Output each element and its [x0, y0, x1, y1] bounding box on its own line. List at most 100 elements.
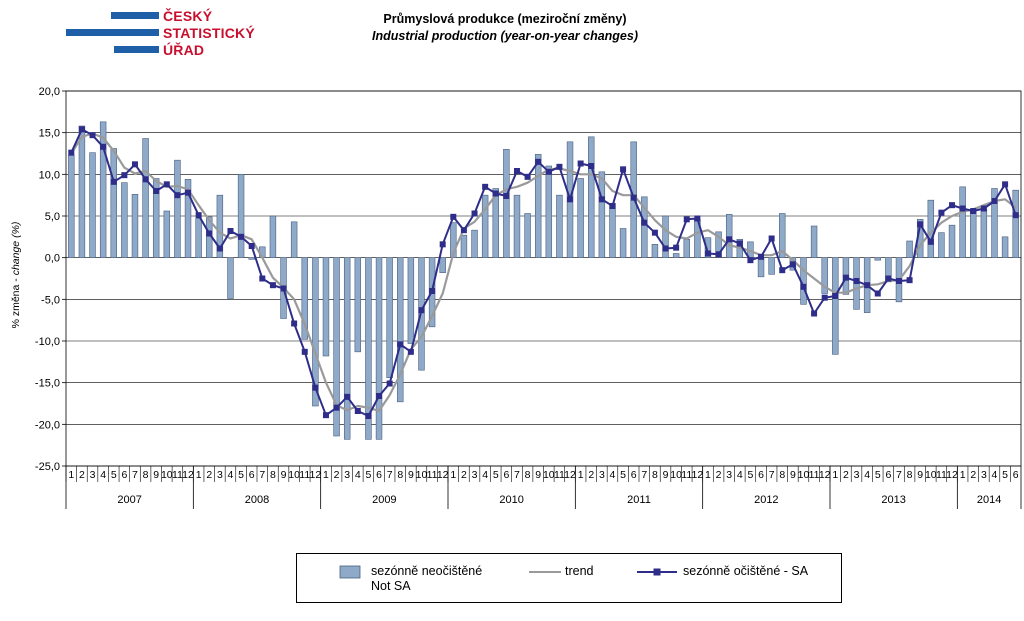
bar [471, 229, 478, 258]
bar [301, 257, 308, 340]
sa-point [206, 230, 213, 237]
bar [513, 194, 521, 258]
bar [237, 174, 245, 258]
bar [619, 228, 627, 258]
legend: sezónně neočištěné Not SA trend sezónně … [296, 553, 842, 603]
month-tick-label: 7 [641, 469, 647, 481]
bar [216, 194, 224, 258]
month-tick-label: 4 [482, 469, 488, 481]
legend-label-sa: sezónně očištěné - SA [683, 564, 809, 578]
bar [312, 257, 319, 407]
sa-point [864, 282, 871, 289]
bar [290, 221, 298, 258]
month-tick-label: 3 [472, 469, 478, 481]
year-label: 2009 [372, 494, 396, 506]
sa-point [535, 158, 542, 165]
bar [545, 165, 553, 258]
sa-point [683, 216, 690, 223]
sa-point [662, 245, 669, 252]
month-tick-label: 12 [310, 469, 322, 481]
sa-point [195, 212, 202, 219]
bar [386, 257, 393, 378]
month-tick-label: 3 [726, 469, 732, 481]
month-tick-label: 12 [437, 469, 449, 481]
month-tick-label: 4 [992, 469, 998, 481]
month-tick-label: 4 [228, 469, 234, 481]
bar [938, 232, 945, 258]
month-tick-label: 6 [376, 469, 382, 481]
month-tick-label: 12 [564, 469, 576, 481]
month-tick-label: 7 [259, 469, 265, 481]
sa-point [906, 277, 913, 284]
month-tick-label: 12 [692, 469, 704, 481]
bar [333, 257, 340, 437]
y-axis-label: % změna - change (%) [10, 222, 22, 329]
sa-point [991, 198, 998, 204]
month-tick-label: 10 [670, 469, 682, 481]
plot-area [65, 90, 1022, 467]
bar [121, 182, 128, 258]
bar [524, 213, 531, 258]
month-tick-label: 10 [798, 469, 810, 481]
sa-point [482, 183, 489, 190]
sa-point [789, 261, 796, 268]
month-tick-label: 11 [936, 469, 947, 481]
chart: 20,0 15,0 10,0 5,0 0,0 -5,0 -10,0 -15,0 -20,0 -25… [10, 86, 1022, 509]
month-tick-label: 3 [854, 469, 860, 481]
sa-point [747, 257, 754, 264]
bar [89, 152, 96, 258]
sa-point [630, 194, 637, 201]
month-tick-label: 5 [365, 469, 371, 481]
month-tick-label: 11 [299, 469, 310, 481]
month-tick-label: 11 [809, 469, 820, 481]
sa-point [970, 208, 977, 214]
sa-point [142, 176, 149, 183]
month-tick-label: 9 [408, 469, 414, 481]
year-label: 2010 [499, 494, 523, 506]
chart-title-cz: Průmyslová produkce (meziroční změny) [383, 12, 627, 26]
sa-point [110, 178, 117, 185]
month-tick-label: 2 [206, 469, 212, 481]
month-tick-label: 10 [161, 469, 173, 481]
sa-point [185, 189, 192, 196]
y-axis-label-en: change (%) [10, 222, 22, 276]
month-tick-label: 9 [917, 469, 923, 481]
month-tick-label: 3 [90, 469, 96, 481]
bar [598, 171, 606, 258]
bar [725, 214, 733, 258]
sa-point [842, 274, 849, 281]
month-tick-label: 3 [344, 469, 350, 481]
sa-point [651, 229, 658, 236]
month-tick-label: 5 [875, 469, 881, 481]
sa-point [885, 275, 892, 282]
month-tick-label: 10 [543, 469, 555, 481]
bar [397, 257, 404, 403]
bar [375, 257, 383, 440]
month-tick-label: 10 [416, 469, 428, 481]
sa-point [418, 307, 425, 314]
sa-point [259, 275, 266, 282]
month-tick-label: 2 [716, 469, 722, 481]
month-tick-label: 1 [960, 469, 966, 481]
sa-point [588, 163, 595, 169]
month-tick-label: 3 [599, 469, 605, 481]
bar [131, 194, 139, 258]
sa-point [567, 196, 574, 203]
logo-bar-1 [111, 12, 159, 19]
sa-point [811, 310, 818, 317]
month-tick-label: 7 [132, 469, 138, 481]
logo-text-line2: STATISTICKÝ [163, 25, 255, 41]
month-tick-label: 9 [790, 469, 796, 481]
bar [142, 138, 149, 258]
sa-point [620, 166, 627, 173]
bar [641, 196, 648, 258]
month-tick-label: 1 [196, 469, 202, 481]
legend-label-not-sa-en: Not SA [371, 579, 411, 593]
bar [99, 121, 107, 258]
legend-sa-swatch [637, 568, 677, 576]
year-label: 2007 [117, 494, 141, 506]
bar [78, 125, 86, 258]
bar [503, 149, 510, 258]
bar [577, 178, 584, 258]
sa-point [301, 348, 308, 355]
